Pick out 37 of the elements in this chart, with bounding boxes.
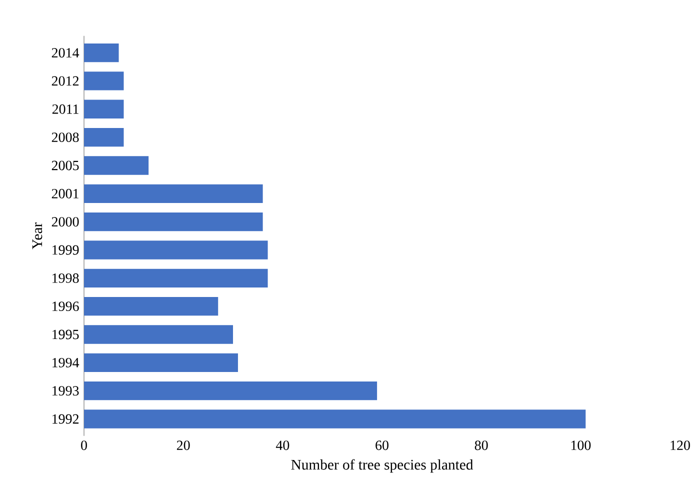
bar [84, 212, 263, 232]
y-tick-label: 2000 [52, 217, 79, 227]
x-tick-label: 120 [670, 440, 690, 450]
y-tick-label: 1996 [52, 302, 79, 312]
bar [84, 410, 586, 428]
y-tick-label: 1993 [52, 386, 79, 396]
bar [84, 100, 124, 118]
y-tick-label: 2008 [52, 132, 79, 142]
bar [84, 156, 149, 175]
bar [84, 296, 218, 316]
y-tick-label: 2012 [52, 76, 79, 86]
bar [84, 382, 378, 400]
bar [84, 43, 119, 62]
x-tick-label: 40 [276, 440, 290, 450]
x-axis-title: Number of tree species planted [291, 459, 474, 473]
x-tick-label: 0 [81, 440, 87, 450]
y-axis-title: Year [32, 222, 42, 250]
y-tick-label: 1994 [52, 358, 80, 368]
bar [84, 184, 263, 203]
x-tick-label: 60 [376, 440, 388, 450]
y-tick-label: 2005 [52, 160, 79, 170]
bar [84, 240, 268, 260]
y-tick-label: 2014 [52, 48, 80, 58]
x-tick-label: 20 [176, 440, 190, 450]
y-tick-label: 2001 [52, 188, 78, 198]
x-tick-label: 100 [571, 440, 591, 450]
bar [84, 128, 124, 147]
bar [84, 72, 124, 90]
bar [84, 325, 234, 344]
y-tick-label: 1999 [52, 245, 79, 255]
bar [84, 268, 268, 288]
x-tick-label: 80 [474, 440, 488, 450]
y-tick-label: 2011 [52, 104, 78, 114]
bar [84, 353, 238, 372]
y-tick-label: 1998 [52, 273, 79, 283]
y-tick-label: 1992 [52, 414, 79, 424]
y-tick-label: 1995 [52, 330, 79, 340]
